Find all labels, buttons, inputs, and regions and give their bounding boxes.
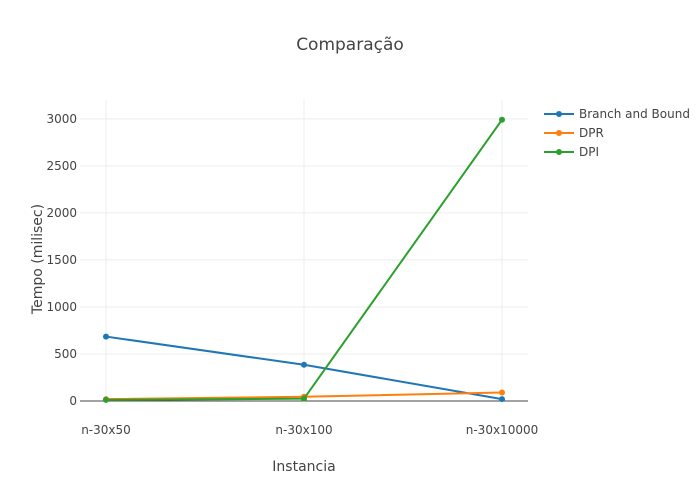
chart-title: Comparação [296,35,404,55]
legend-item[interactable]: Branch and Bound [544,107,690,121]
y-tick-label: 500 [54,347,77,361]
y-tick-label: 1500 [46,253,77,267]
y-tick-label: 2000 [46,206,77,220]
series-2[interactable] [103,116,505,403]
x-tick-label: n-30x50 [81,423,131,437]
y-tick-label: 3000 [46,112,77,126]
y-tick-label: 1000 [46,300,77,314]
grid-layer [80,100,528,402]
legend-label: DPR [579,126,604,140]
legend-item[interactable]: DPR [544,126,604,140]
legend-item[interactable]: DPI [544,145,599,159]
y-tick-label: 2500 [46,159,77,173]
y-axis-title: Tempo (milisec) [30,204,46,315]
data-point[interactable] [103,333,109,340]
legend[interactable]: Branch and Bound DPR DPI [544,107,690,159]
legend-swatch-marker [556,149,562,155]
x-tick-label: n-30x10000 [466,423,538,437]
y-axis: 0 500 1000 1500 2000 2500 3000 [46,112,77,408]
series-0[interactable] [103,333,505,403]
data-point[interactable] [499,396,505,403]
legend-swatch-marker [556,130,562,136]
data-point[interactable] [499,389,505,396]
legend-swatch-marker [556,111,562,117]
x-axis-title: Instancia [272,459,335,475]
x-tick-label: n-30x100 [275,423,332,437]
x-axis: n-30x50 n-30x100 n-30x10000 [81,423,538,437]
legend-label: DPI [579,145,599,159]
legend-label: Branch and Bound [579,107,690,121]
data-point[interactable] [103,396,109,403]
data-point[interactable] [301,395,307,402]
data-point[interactable] [499,116,505,123]
y-tick-label: 0 [69,394,77,408]
data-point[interactable] [301,361,307,368]
series-layer [103,116,505,403]
